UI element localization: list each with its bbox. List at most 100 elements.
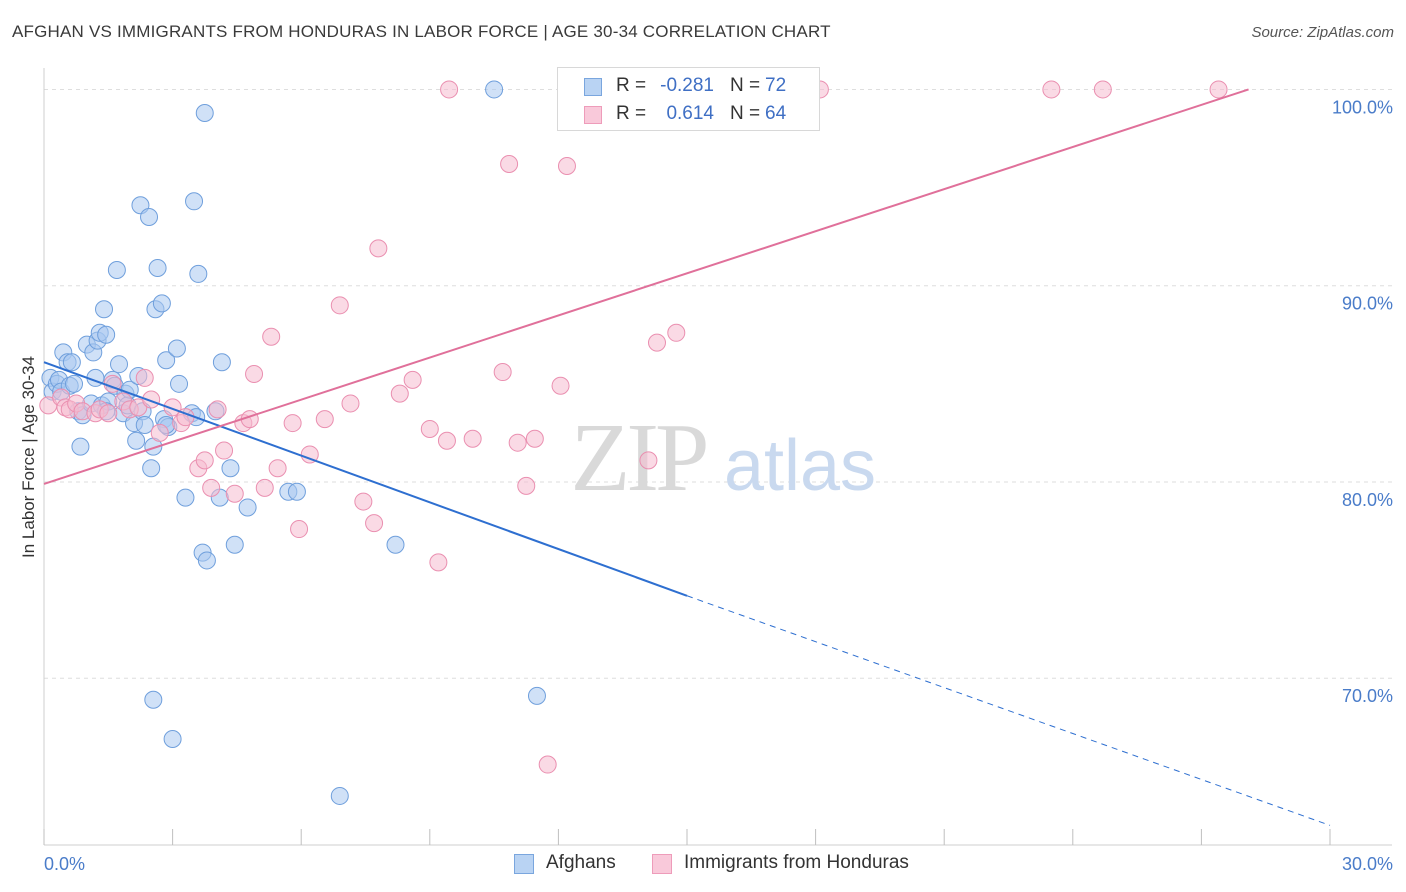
honduras-point [290, 520, 309, 539]
honduras-point [437, 431, 456, 450]
afghan-point [287, 482, 306, 501]
chart-title: AFGHAN VS IMMIGRANTS FROM HONDURAS IN LA… [12, 22, 831, 41]
honduras-point [639, 451, 658, 470]
honduras-point [135, 368, 154, 387]
afghan-trend-line [43, 361, 688, 597]
honduras-point [142, 390, 161, 409]
n-label: N = [730, 75, 761, 96]
y-tick-label: 90.0% [1342, 294, 1393, 314]
y-tick-label: 80.0% [1342, 490, 1393, 510]
afghan-point [135, 416, 154, 435]
honduras-point [365, 514, 384, 533]
afghans-legend-swatch [514, 854, 534, 874]
honduras-point [463, 429, 482, 448]
honduras-point [525, 429, 544, 448]
afghans-legend-label: Afghans [546, 852, 616, 873]
honduras-point [551, 376, 570, 395]
honduras-point [429, 553, 448, 572]
source-label: Source: ZipAtlas.com [1251, 24, 1394, 41]
honduras-point [517, 476, 536, 495]
watermark-zip: ZIP [571, 404, 706, 512]
afghan-point [189, 264, 208, 283]
honduras-point [208, 400, 227, 419]
n-label: N = [730, 103, 761, 124]
honduras-point [493, 363, 512, 382]
honduras-point [195, 451, 214, 470]
afghan-point [212, 353, 231, 372]
honduras-point [647, 333, 666, 352]
stats-row-honduras: R = 0.614 N = 64 [558, 100, 819, 128]
honduras-point [330, 296, 349, 315]
afghan-point [167, 339, 186, 358]
honduras-point [369, 239, 388, 258]
honduras-point [341, 394, 360, 413]
honduras-point [315, 410, 334, 429]
honduras-point [1042, 80, 1061, 99]
n-value: 64 [765, 103, 787, 124]
afghan-point [185, 192, 204, 211]
afghan-point [144, 690, 163, 709]
tick-labels: 70.0% 80.0% 90.0% 100.0% 0.0% 30.0% [44, 97, 1393, 874]
watermark: ZIP atlas [571, 404, 877, 512]
honduras-point [215, 441, 234, 460]
honduras-point [262, 327, 281, 346]
afghan-point [95, 300, 114, 319]
stats-row-afghans: R = -0.281 N = 72 [558, 72, 819, 100]
r-label: R = [616, 75, 647, 96]
axes [43, 68, 1392, 846]
y-tick-label: 70.0% [1342, 686, 1393, 706]
afghan-point [527, 686, 546, 705]
honduras-point [99, 404, 118, 423]
stats-legend: R = -0.281 N = 72 R = 0.614 N = 64 [557, 67, 820, 131]
afghan-trend-extension [686, 595, 1331, 826]
honduras-point [403, 370, 422, 389]
n-value: 72 [765, 75, 787, 96]
honduras-swatch [584, 106, 602, 124]
honduras-point [508, 433, 527, 452]
afghan-point [195, 103, 214, 122]
honduras-point [300, 445, 319, 464]
afghan-point [97, 325, 116, 344]
honduras-point [150, 423, 169, 442]
afghan-point [157, 351, 176, 370]
afghan-point [386, 535, 405, 554]
honduras-legend-label: Immigrants from Honduras [684, 852, 909, 873]
honduras-legend-swatch [652, 854, 672, 874]
honduras-point [440, 80, 459, 99]
afghan-point [330, 786, 349, 805]
r-value: -0.281 [660, 75, 714, 96]
r-value: 0.614 [666, 103, 714, 124]
honduras-point [420, 419, 439, 438]
honduras-point [268, 459, 287, 478]
afghan-point [62, 353, 81, 372]
y-tick-label: 100.0% [1332, 97, 1393, 117]
afghan-point [238, 498, 257, 517]
honduras-point [390, 384, 409, 403]
honduras-point [500, 155, 519, 174]
afghan-point [71, 437, 90, 456]
afghan-point [225, 535, 244, 554]
afghan-point [107, 260, 126, 279]
afghan-point [140, 208, 159, 226]
gridlines [44, 88, 1392, 679]
honduras-point [245, 365, 264, 383]
honduras-point [557, 156, 576, 175]
honduras-point [202, 478, 221, 497]
trend-lines [43, 88, 1331, 826]
x-tick-label-end: 30.0% [1342, 854, 1393, 874]
afghan-point [65, 374, 84, 393]
watermark-atlas: atlas [724, 426, 876, 506]
legend-item-honduras[interactable]: Immigrants from Honduras [652, 852, 942, 878]
honduras-point [1209, 80, 1228, 99]
legend-item-afghans[interactable]: Afghans [514, 852, 654, 878]
afghans-swatch [584, 78, 602, 96]
afghan-point [152, 294, 171, 313]
honduras-point [538, 755, 557, 774]
afghan-point [142, 459, 161, 478]
afghan-point [221, 459, 240, 478]
honduras-point [163, 398, 182, 417]
afghan-point [163, 730, 182, 749]
x-tick-label-start: 0.0% [44, 854, 85, 874]
afghan-point [127, 431, 146, 450]
